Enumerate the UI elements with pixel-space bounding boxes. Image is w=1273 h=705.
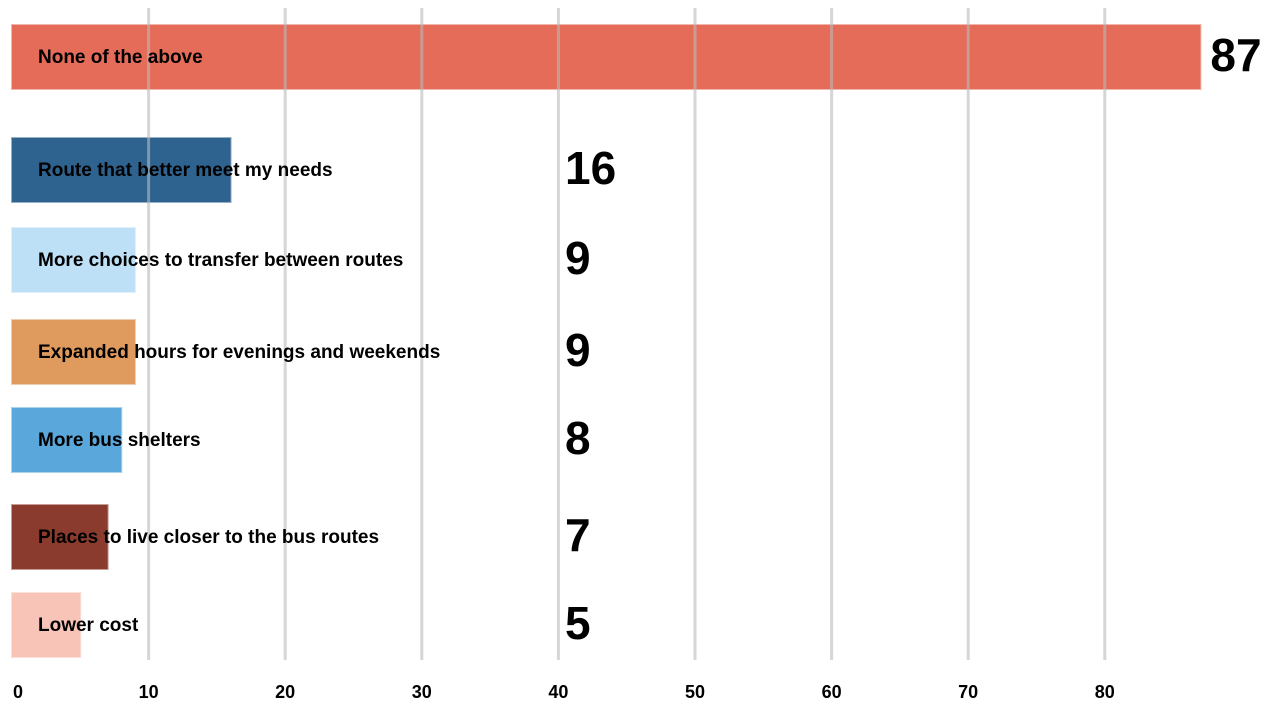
x-tick-label: 40 (548, 682, 568, 702)
category-label: Route that better meet my needs (38, 160, 333, 181)
bar (11, 24, 1202, 90)
bar (11, 592, 82, 658)
x-tick-label: 50 (685, 682, 705, 702)
bar (11, 137, 232, 203)
bar (11, 319, 136, 385)
category-label: Expanded hours for evenings and weekends (38, 342, 440, 363)
x-tick-label: 30 (412, 682, 432, 702)
bar (11, 504, 109, 570)
value-label: 16 (565, 142, 616, 194)
value-label: 9 (565, 324, 591, 376)
bar (11, 227, 136, 293)
category-label: More bus shelters (38, 430, 201, 451)
bar (11, 407, 123, 473)
x-tick-label: 10 (139, 682, 159, 702)
x-tick-label: 20 (275, 682, 295, 702)
x-tick-label: 70 (958, 682, 978, 702)
value-label: 87 (1210, 29, 1261, 81)
category-label: None of the above (38, 47, 203, 68)
value-label: 9 (565, 232, 591, 284)
x-tick-label: 0 (13, 682, 23, 702)
category-label: Places to live closer to the bus routes (38, 527, 379, 548)
value-label: 5 (565, 597, 591, 649)
x-tick-label: 80 (1095, 682, 1115, 702)
x-tick-label: 60 (822, 682, 842, 702)
value-label: 7 (565, 509, 591, 561)
category-label: More choices to transfer between routes (38, 250, 403, 271)
value-label: 8 (565, 412, 591, 464)
category-label: Lower cost (38, 615, 139, 636)
